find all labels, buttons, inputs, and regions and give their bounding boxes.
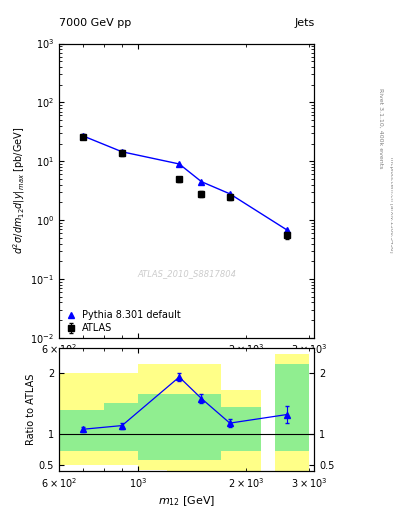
- Pythia 8.301 default: [119, 148, 124, 155]
- Text: Jets: Jets: [294, 18, 314, 28]
- Line: Pythia 8.301 default: Pythia 8.301 default: [80, 133, 290, 233]
- Pythia 8.301 default: [285, 227, 289, 233]
- Text: Rivet 3.1.10, 400k events: Rivet 3.1.10, 400k events: [379, 88, 384, 168]
- X-axis label: $m_{12}$ [GeV]: $m_{12}$ [GeV]: [158, 494, 215, 508]
- Pythia 8.301 default: [228, 191, 232, 197]
- Legend: Pythia 8.301 default, ATLAS: Pythia 8.301 default, ATLAS: [64, 310, 181, 333]
- Y-axis label: Ratio to ATLAS: Ratio to ATLAS: [26, 374, 36, 445]
- Text: 7000 GeV pp: 7000 GeV pp: [59, 18, 131, 28]
- Y-axis label: $d^2\sigma/dm_{12}d|y|_{max}$ [pb/GeV]: $d^2\sigma/dm_{12}d|y|_{max}$ [pb/GeV]: [12, 127, 28, 254]
- Pythia 8.301 default: [199, 179, 204, 185]
- Text: mcplots.cern.ch [arXiv:1306.3436]: mcplots.cern.ch [arXiv:1306.3436]: [389, 157, 393, 252]
- Pythia 8.301 default: [81, 133, 85, 139]
- Pythia 8.301 default: [177, 161, 182, 167]
- Text: ATLAS_2010_S8817804: ATLAS_2010_S8817804: [137, 269, 236, 278]
